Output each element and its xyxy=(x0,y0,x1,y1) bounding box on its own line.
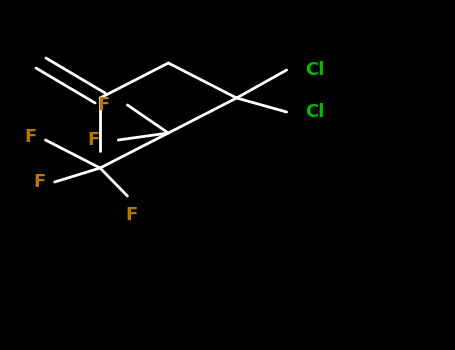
Text: F: F xyxy=(126,206,138,224)
Text: Cl: Cl xyxy=(305,103,324,121)
Text: F: F xyxy=(88,131,100,149)
Text: F: F xyxy=(24,127,36,146)
Text: F: F xyxy=(33,173,46,191)
Text: F: F xyxy=(97,96,109,114)
Text: Cl: Cl xyxy=(305,61,324,79)
